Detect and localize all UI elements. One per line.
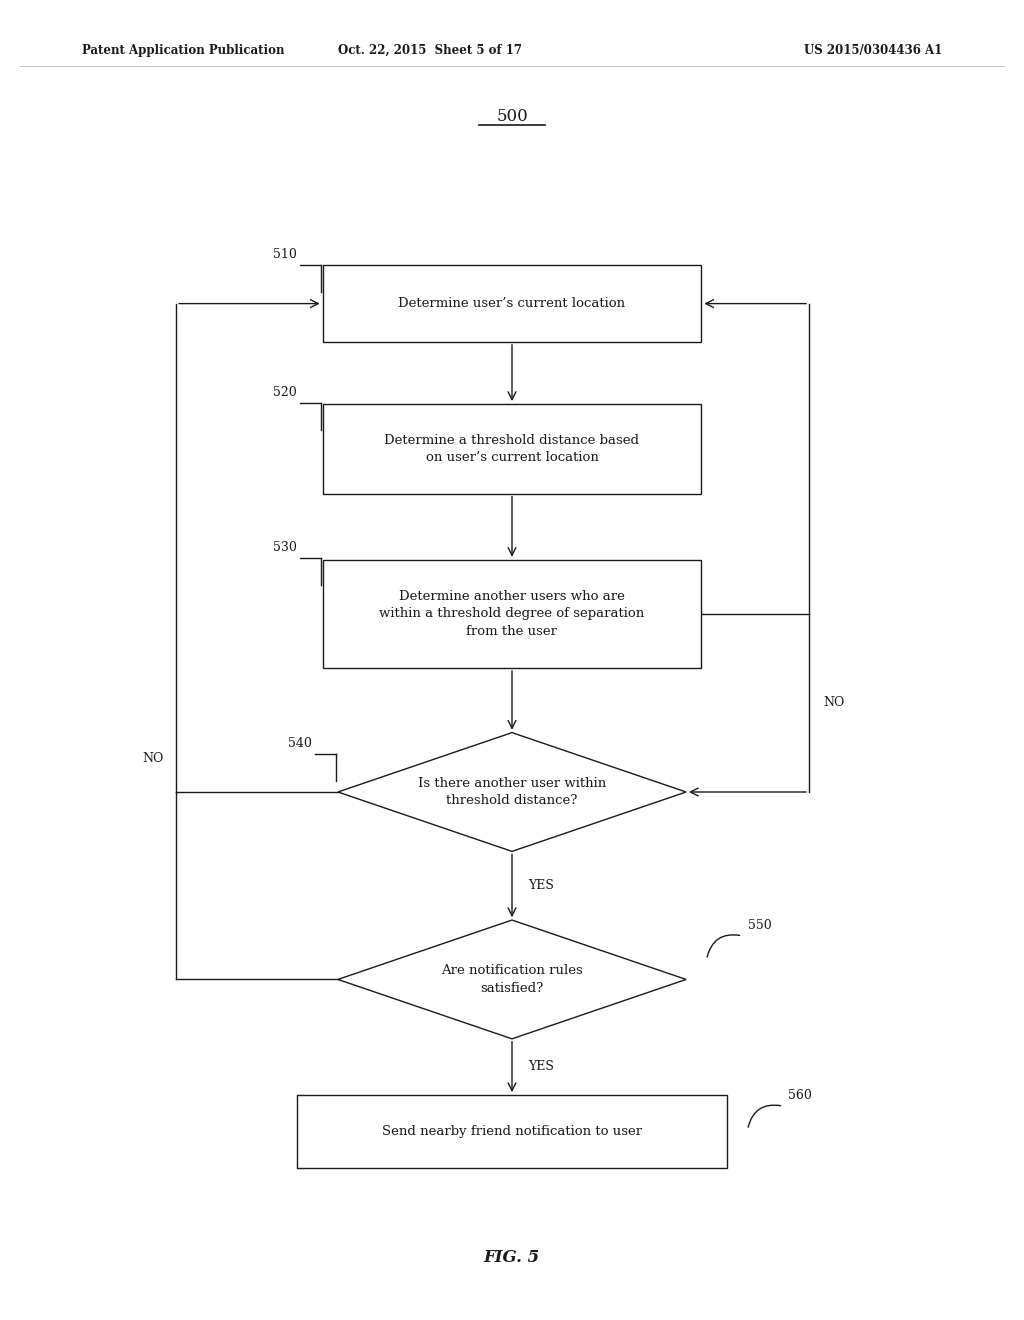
Text: Determine user’s current location: Determine user’s current location [398, 297, 626, 310]
Polygon shape [338, 920, 686, 1039]
Text: NO: NO [823, 697, 845, 709]
Text: FIG. 5: FIG. 5 [484, 1250, 540, 1266]
Bar [323, 560, 701, 668]
Text: Is there another user within
threshold distance?: Is there another user within threshold d… [418, 776, 606, 808]
Text: 530: 530 [273, 541, 297, 554]
Text: YES: YES [528, 879, 554, 892]
Text: Send nearby friend notification to user: Send nearby friend notification to user [382, 1125, 642, 1138]
Text: 550: 550 [748, 919, 771, 932]
Text: 560: 560 [788, 1089, 812, 1102]
Bar [323, 404, 701, 494]
Text: Determine another users who are
within a threshold degree of separation
from the: Determine another users who are within a… [379, 590, 645, 638]
Text: Are notification rules
satisfied?: Are notification rules satisfied? [441, 964, 583, 995]
Text: 500: 500 [496, 108, 528, 124]
Text: NO: NO [142, 752, 164, 766]
Text: 510: 510 [273, 248, 297, 261]
Text: 520: 520 [273, 387, 297, 400]
Bar [297, 1096, 727, 1168]
Text: Determine a threshold distance based
on user’s current location: Determine a threshold distance based on … [384, 433, 640, 465]
Text: Patent Application Publication: Patent Application Publication [82, 44, 285, 57]
Polygon shape [338, 733, 686, 851]
Text: Oct. 22, 2015  Sheet 5 of 17: Oct. 22, 2015 Sheet 5 of 17 [338, 44, 522, 57]
Text: US 2015/0304436 A1: US 2015/0304436 A1 [804, 44, 942, 57]
Bar [323, 265, 701, 342]
Text: 540: 540 [289, 738, 312, 750]
Text: YES: YES [528, 1060, 554, 1073]
